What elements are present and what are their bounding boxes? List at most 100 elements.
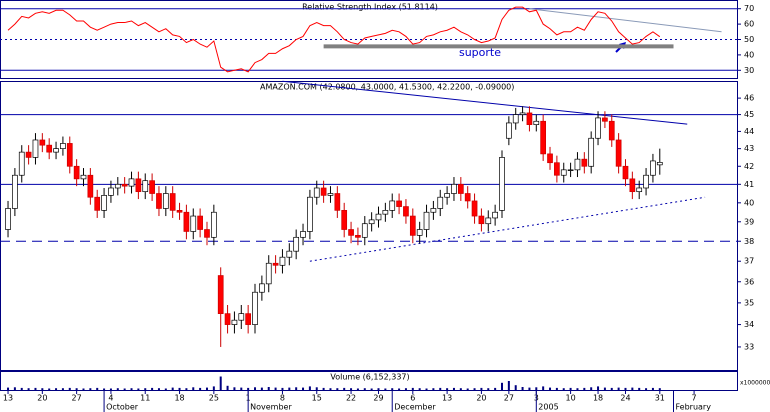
x-tick-label: 4 <box>108 394 113 403</box>
candle-body <box>361 223 368 238</box>
volume-bar <box>20 387 23 390</box>
y-tick-label: 60 <box>744 20 754 29</box>
candle-body <box>169 193 176 211</box>
x-tick-label: 25 <box>209 394 219 403</box>
volume-bar <box>398 388 401 390</box>
x-tick-label: 18 <box>593 394 603 403</box>
candle-body <box>286 250 293 258</box>
volume-bar <box>281 387 284 390</box>
volume-bar <box>459 388 462 390</box>
volume-bar <box>7 387 10 390</box>
trend-line <box>529 8 722 33</box>
candle-body <box>396 200 402 207</box>
x-tick-label: 29 <box>373 394 383 403</box>
volume-bar <box>487 388 490 390</box>
volume-bar <box>226 385 229 390</box>
volume-bar <box>240 387 243 390</box>
candle-body <box>403 206 409 217</box>
candle-body <box>595 117 601 139</box>
volume-bar <box>288 387 291 390</box>
x-tick-label: 20 <box>476 394 486 403</box>
candle-body <box>73 165 80 180</box>
month-label: February <box>676 403 712 412</box>
candle-body <box>149 180 155 194</box>
candle-body <box>210 211 217 238</box>
volume-bar <box>384 388 387 390</box>
volume-bar <box>658 388 661 390</box>
candle-body <box>197 215 203 230</box>
candle-body <box>485 217 492 225</box>
y-tick-label: 30 <box>744 66 754 75</box>
candle-body <box>252 291 258 325</box>
candle-body <box>245 313 251 325</box>
volume-bar <box>205 387 208 390</box>
month-label: October <box>106 403 139 412</box>
candle-body <box>190 215 197 232</box>
volume-bar <box>116 388 119 390</box>
volume-bar <box>274 387 277 390</box>
candle-body <box>5 208 11 230</box>
volume-title: Volume (6,152,337) <box>330 373 409 382</box>
volume-bar <box>480 387 483 390</box>
volume-bar <box>247 387 250 390</box>
candle-body <box>444 193 450 198</box>
candle-body <box>471 200 478 217</box>
month-label: 2005 <box>538 403 558 412</box>
volume-bar <box>583 387 586 390</box>
month-label: December <box>394 403 436 412</box>
candle-body <box>368 219 375 225</box>
candle-body <box>437 196 444 209</box>
candle-body <box>506 122 512 139</box>
volume-bar <box>315 387 318 390</box>
candle-body <box>615 139 622 167</box>
volume-bar <box>418 388 421 390</box>
candle-body <box>121 183 128 187</box>
candle-body <box>327 193 334 196</box>
candle-body <box>334 193 341 211</box>
volume-bar <box>295 387 298 390</box>
volume-bar <box>473 388 476 390</box>
candle-body <box>46 144 53 153</box>
y-tick-label: 34 <box>744 320 754 329</box>
candle-body <box>478 215 485 225</box>
candle-body <box>464 193 471 202</box>
candle-body <box>416 229 423 236</box>
candle-body <box>80 174 87 180</box>
candle-body <box>66 143 73 167</box>
volume-bar <box>199 387 202 390</box>
trend-line <box>282 80 688 125</box>
volume-bar <box>535 387 538 390</box>
candle-body <box>622 165 629 180</box>
volume-bar <box>617 387 620 390</box>
x-tick-label: 31 <box>655 394 665 403</box>
volume-bar <box>500 382 503 390</box>
volume-bar <box>569 387 572 390</box>
candle-body <box>32 139 39 158</box>
candle-body <box>581 158 588 167</box>
volume-bar <box>48 388 51 390</box>
candle-body <box>554 162 560 176</box>
x-tick-label: 18 <box>174 394 184 403</box>
candle-body <box>430 208 437 213</box>
volume-bar <box>391 388 394 390</box>
volume-bar <box>185 388 188 390</box>
candle-body <box>526 112 533 125</box>
volume-bar <box>212 386 215 390</box>
candle-body <box>12 174 18 209</box>
volume-bar <box>590 387 593 390</box>
volume-bar <box>452 387 455 390</box>
volume-bar <box>432 388 435 390</box>
candle-body <box>567 169 574 171</box>
candle-body <box>259 283 265 293</box>
candle-body <box>341 210 348 230</box>
volume-bar <box>13 387 16 390</box>
y-tick-label: 43 <box>744 144 754 153</box>
volume-bar <box>192 387 195 390</box>
candle-body <box>293 236 300 252</box>
candle-body <box>204 229 210 238</box>
volume-bar <box>254 387 257 390</box>
volume-bar <box>260 387 263 390</box>
volume-bar <box>336 388 339 390</box>
volume-bar <box>514 385 517 390</box>
candle-body <box>320 187 327 196</box>
